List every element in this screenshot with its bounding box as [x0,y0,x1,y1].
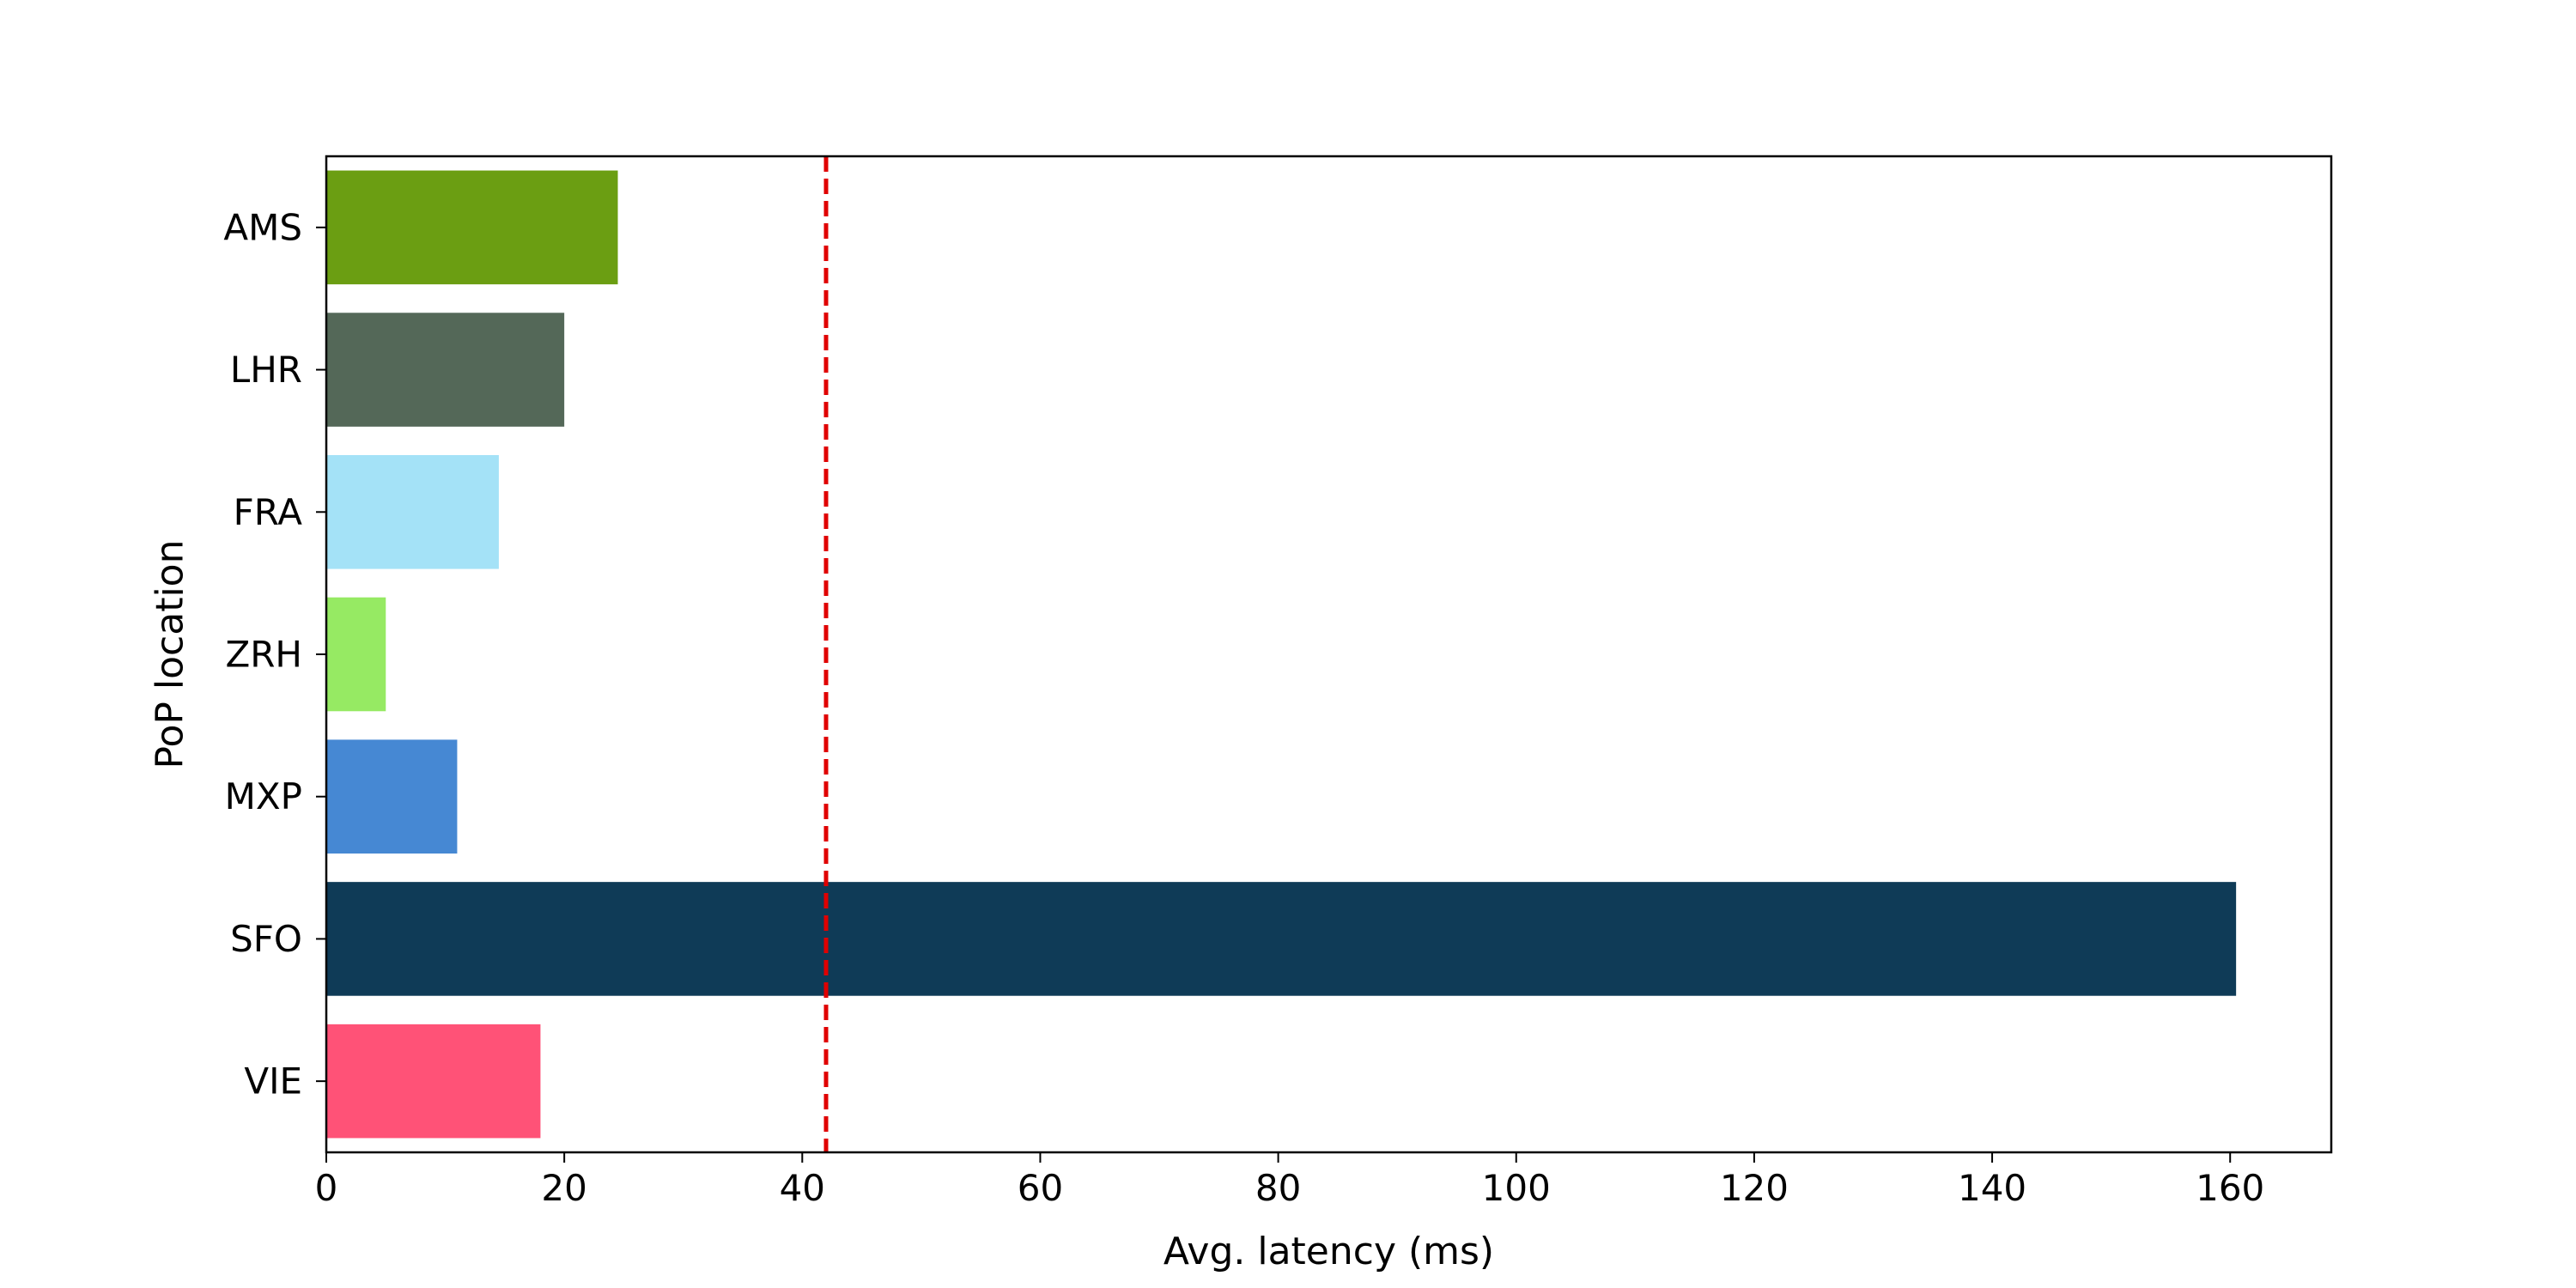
x-tick-label: 20 [541,1167,586,1209]
bars-group [326,170,2237,1139]
y-tick-label: FRA [234,491,303,533]
y-tick-label: SFO [230,918,302,960]
x-tick-label: 100 [1482,1167,1551,1209]
y-tick-label: AMS [223,206,302,248]
y-tick-label: VIE [244,1060,302,1103]
y-axis: AMS LHR FRA ZRH MXP SFO VIE [223,206,326,1103]
x-axis-label: Avg. latency (ms) [1163,1230,1494,1273]
x-axis: 0 20 40 60 80 100 120 140 160 [315,1152,2264,1209]
x-tick-label: 0 [315,1167,338,1209]
bar-sfo [326,882,2237,996]
bar-lhr [326,313,565,427]
x-tick-label: 120 [1720,1167,1789,1209]
x-tick-label: 40 [780,1167,825,1209]
x-tick-label: 140 [1958,1167,2026,1209]
y-tick-label: MXP [225,775,302,817]
bar-zrh [326,597,386,712]
x-tick-label: 80 [1255,1167,1301,1209]
bar-fra [326,455,499,569]
bar-ams [326,170,618,285]
bar-vie [326,1024,541,1139]
x-tick-label: 160 [2196,1167,2264,1209]
bar-mxp [326,739,458,854]
x-tick-label: 60 [1018,1167,1063,1209]
y-tick-label: ZRH [225,634,302,676]
y-axis-label: PoP location [149,540,192,769]
plot-frame [325,155,2333,1154]
y-tick-label: LHR [230,349,302,391]
